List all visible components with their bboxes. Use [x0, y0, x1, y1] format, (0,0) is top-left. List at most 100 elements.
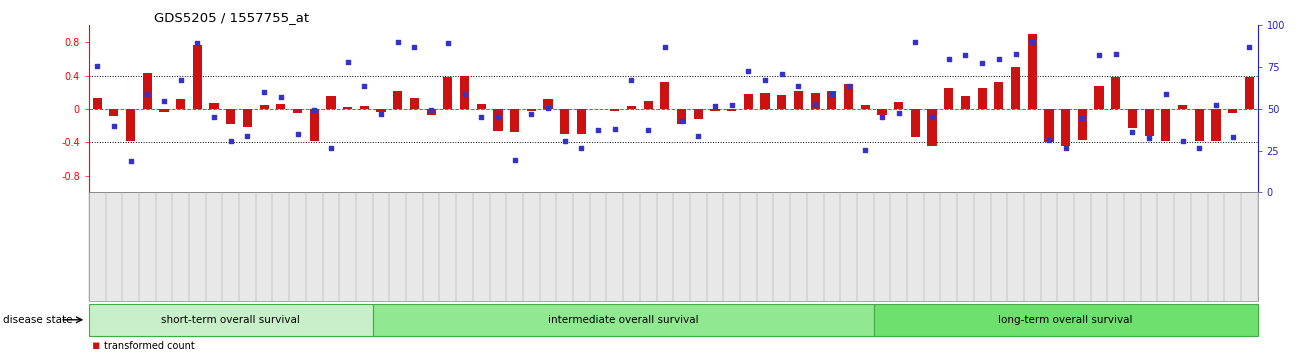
Bar — [1111, 77, 1121, 109]
Bar — [844, 84, 853, 109]
Point — [1139, 135, 1160, 141]
Point — [304, 107, 325, 113]
Point — [253, 89, 274, 94]
Point — [955, 53, 976, 58]
Point — [989, 57, 1010, 62]
Bar — [326, 97, 336, 109]
Bar — [477, 104, 486, 109]
Point — [137, 91, 158, 97]
Point — [788, 83, 808, 89]
Point — [354, 83, 375, 89]
Point — [605, 126, 626, 132]
Bar — [978, 88, 987, 109]
Bar — [1011, 67, 1020, 109]
Bar — [142, 73, 151, 109]
Bar — [1161, 109, 1170, 140]
Bar — [343, 107, 353, 109]
Point — [1105, 51, 1126, 57]
Text: intermediate overall survival: intermediate overall survival — [547, 315, 699, 325]
Point — [270, 94, 291, 100]
Bar — [110, 109, 119, 115]
Text: ▪: ▪ — [91, 339, 101, 352]
Point — [922, 114, 943, 120]
Point — [721, 102, 742, 108]
Point — [86, 63, 107, 69]
Bar — [1178, 105, 1187, 109]
Point — [236, 133, 257, 139]
Text: disease state: disease state — [3, 315, 72, 325]
Bar — [627, 106, 636, 109]
Bar — [125, 109, 135, 140]
Bar — [176, 99, 185, 109]
Bar — [1144, 109, 1153, 136]
Bar — [494, 109, 503, 131]
Point — [1222, 134, 1243, 140]
Bar — [927, 109, 936, 147]
Text: long-term overall survival: long-term overall survival — [998, 315, 1132, 325]
Bar — [760, 93, 769, 109]
Bar — [410, 98, 419, 109]
Point — [221, 138, 242, 144]
Point — [320, 145, 341, 151]
Point — [622, 77, 643, 82]
Point — [204, 114, 225, 120]
Point — [688, 133, 709, 139]
Point — [404, 45, 424, 50]
Bar — [1028, 34, 1037, 109]
Bar — [1195, 109, 1204, 140]
Point — [1188, 145, 1209, 151]
Bar — [277, 104, 286, 109]
Bar — [209, 103, 218, 109]
Point — [470, 114, 491, 120]
Point — [804, 101, 825, 106]
Bar — [895, 102, 904, 109]
Point — [1171, 138, 1192, 144]
Bar — [693, 109, 703, 119]
Bar — [910, 109, 919, 137]
Bar — [376, 109, 385, 112]
Point — [588, 127, 609, 133]
Bar — [260, 105, 269, 109]
Point — [170, 77, 191, 82]
Bar — [878, 109, 887, 115]
Point — [888, 110, 909, 116]
Bar — [727, 109, 737, 111]
Bar — [460, 76, 469, 109]
Bar — [511, 109, 520, 132]
Bar — [744, 94, 754, 109]
Point — [154, 98, 175, 104]
Bar — [427, 109, 436, 115]
Point — [538, 105, 559, 110]
Point — [1072, 115, 1093, 121]
Bar — [677, 109, 686, 124]
Point — [704, 103, 725, 109]
Point — [1156, 91, 1177, 97]
Point — [388, 39, 409, 45]
Bar — [1228, 109, 1237, 113]
Bar — [359, 106, 368, 109]
Point — [1021, 39, 1042, 45]
Point — [1239, 45, 1260, 50]
Bar — [1212, 109, 1221, 140]
Point — [972, 61, 993, 66]
Point — [487, 114, 508, 120]
Text: transformed count: transformed count — [104, 341, 195, 351]
Bar — [543, 99, 552, 109]
Point — [738, 69, 759, 74]
Bar — [526, 109, 535, 111]
Bar — [861, 105, 870, 109]
Bar — [961, 97, 970, 109]
Point — [1122, 129, 1143, 135]
Point — [838, 83, 859, 89]
Bar — [443, 77, 452, 109]
Bar — [794, 90, 803, 109]
Bar — [243, 109, 252, 127]
Point — [654, 45, 675, 50]
Bar — [293, 109, 302, 113]
Bar — [827, 90, 836, 109]
Point — [938, 57, 959, 62]
Bar — [1245, 77, 1254, 109]
Point — [571, 145, 592, 151]
Bar — [994, 82, 1003, 109]
Point — [1006, 51, 1027, 57]
